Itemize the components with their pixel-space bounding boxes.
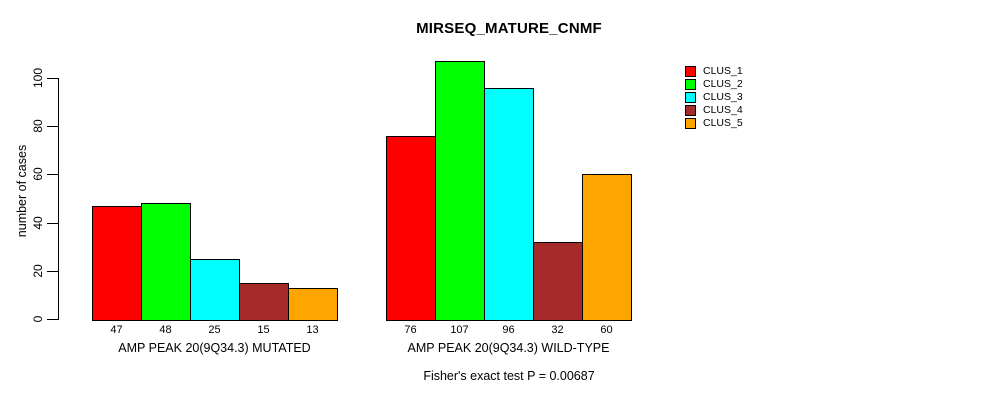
legend-label: CLUS_3	[703, 90, 743, 103]
legend-label: CLUS_5	[703, 116, 743, 129]
bar	[92, 205, 142, 321]
y-axis-tick	[47, 319, 58, 320]
bar-value-label: 60	[600, 324, 613, 336]
y-axis-tick	[47, 174, 58, 176]
bar	[239, 282, 289, 321]
legend-label: CLUS_4	[703, 103, 743, 116]
y-axis-label: number of cases	[15, 144, 29, 238]
bar	[141, 203, 191, 321]
bar-value-label: 25	[208, 324, 221, 336]
legend-swatch	[685, 91, 696, 103]
bar	[435, 61, 485, 321]
bar	[288, 287, 338, 321]
bar	[533, 241, 583, 321]
annotation-text: Fisher's exact test P = 0.00687	[423, 369, 595, 383]
legend-swatch	[685, 65, 696, 77]
bar-value-label: 13	[306, 324, 319, 336]
bar	[190, 258, 240, 321]
legend-label: CLUS_2	[703, 77, 743, 90]
x-axis-group-label: AMP PEAK 20(9Q34.3) WILD-TYPE	[407, 341, 610, 355]
y-axis-tick-label: 100	[31, 67, 45, 89]
bar	[484, 87, 534, 321]
bar-value-label: 32	[551, 324, 564, 336]
legend-swatch	[685, 117, 696, 129]
bar-value-label: 76	[404, 324, 417, 336]
y-axis-line	[58, 78, 59, 320]
bar-value-label: 47	[110, 324, 123, 336]
y-axis-tick	[47, 270, 58, 272]
y-axis-tick	[47, 222, 58, 224]
x-axis-group-label: AMP PEAK 20(9Q34.3) MUTATED	[118, 341, 311, 355]
legend-label: CLUS_1	[703, 64, 743, 77]
y-axis-tick-label: 80	[31, 119, 45, 133]
y-axis-tick-label: 0	[31, 315, 45, 323]
bar-value-label: 96	[502, 324, 515, 336]
bar-value-label: 15	[257, 324, 270, 336]
bar-value-label: 48	[159, 324, 172, 336]
legend-swatch	[685, 78, 696, 90]
bar	[386, 135, 436, 321]
y-axis-tick	[47, 78, 58, 79]
y-axis-tick-label: 20	[31, 264, 45, 278]
y-axis-tick	[47, 126, 58, 128]
bar	[582, 174, 632, 321]
y-axis-tick-label: 60	[31, 167, 45, 182]
bar-value-label: 107	[450, 324, 469, 336]
legend-swatch	[685, 104, 696, 116]
y-axis-tick-label: 40	[31, 215, 45, 230]
chart-title: MIRSEQ_MATURE_CNMF	[416, 20, 602, 37]
